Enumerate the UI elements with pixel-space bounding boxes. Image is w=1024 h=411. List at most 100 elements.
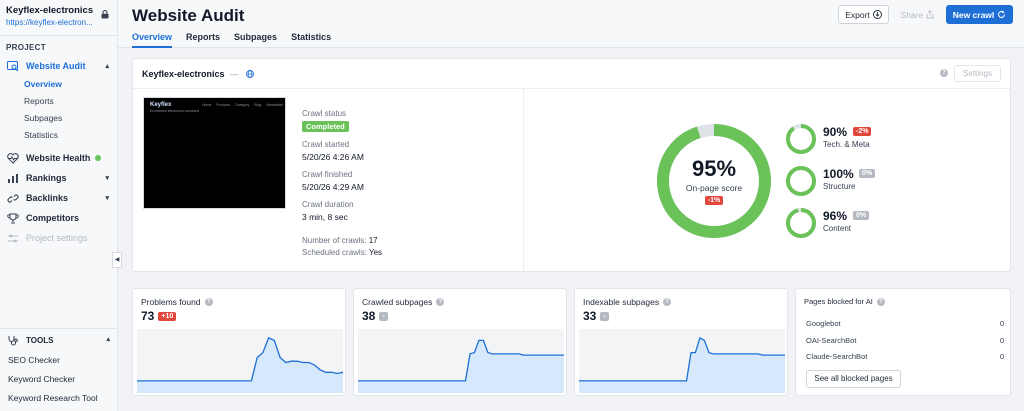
tool-seo-checker[interactable]: SEO Checker	[8, 355, 60, 365]
see-all-blocked-button[interactable]: See all blocked pages	[806, 370, 901, 388]
project-header[interactable]: Keyflex-electronics https://keyflex-elec…	[0, 0, 117, 36]
blocked-row-claude-searchbot: Claude-SearchBot 0	[806, 352, 1004, 361]
thumbnail-menu-item: Products	[216, 103, 231, 107]
globe-icon[interactable]	[245, 69, 254, 78]
score-content[interactable]: 96% 0% Content	[785, 207, 965, 239]
export-button[interactable]: Export	[838, 5, 889, 24]
blocked-title-text: Pages blocked for AI	[804, 297, 873, 306]
scheduled-crawls: Scheduled crawls: Yes	[302, 248, 517, 257]
crawl-status-label: Crawl status	[302, 109, 347, 118]
bar-chart-icon	[6, 172, 20, 184]
indexable-value-row: 33-	[583, 309, 609, 323]
help-icon[interactable]: ?	[940, 69, 948, 77]
sparkline-line	[579, 336, 785, 382]
blocked-row-oai-searchbot: OAI-SearchBot 0	[806, 336, 1004, 345]
problems-change: +10	[158, 311, 177, 321]
help-icon[interactable]: ?	[876, 297, 885, 306]
sidebar-item-project-settings[interactable]: Project settings	[0, 228, 117, 248]
num-crawls-value: 17	[368, 236, 378, 245]
chevron-down-icon[interactable]: ▾	[105, 195, 109, 202]
sidebar-subitem-overview[interactable]: Overview	[24, 79, 62, 89]
tab-overview[interactable]: Overview	[132, 32, 173, 48]
chevron-down-icon[interactable]: ▾	[105, 175, 109, 182]
structure-value: 100%	[823, 167, 854, 181]
crawled-change: -	[379, 311, 388, 321]
export-label: Export	[845, 9, 870, 20]
bot-name: Claude-SearchBot	[806, 352, 868, 361]
sidebar-item-website-health[interactable]: Website Health	[0, 148, 117, 168]
chevron-up-icon[interactable]: ▴	[106, 336, 110, 343]
crawl-duration-value: 3 min, 8 sec	[302, 212, 348, 222]
bot-value: 0	[999, 319, 1004, 328]
content-ring	[786, 208, 816, 238]
problems-value: 73	[141, 309, 155, 323]
score-tech-meta[interactable]: 90% -2% Tech. & Meta	[785, 123, 965, 155]
onpage-score-label: On-page score	[685, 182, 743, 193]
audit-icon	[6, 60, 20, 72]
tech-meta-label: Tech. & Meta	[823, 140, 870, 149]
problems-title-text: Problems found	[141, 297, 201, 307]
thumbnail-tagline: Enchanted electronics solutions	[150, 109, 200, 113]
bot-name: Googlebot	[806, 319, 841, 328]
crawl-duration-label: Crawl duration	[302, 200, 354, 209]
help-icon[interactable]: ?	[204, 298, 213, 306]
project-url[interactable]: https://keyflex-electron...	[6, 18, 93, 27]
sidebar-item-label: Project settings	[26, 233, 88, 243]
section-label-project: PROJECT	[6, 43, 46, 52]
tools-header[interactable]: TOOLS ▴	[0, 329, 118, 351]
tab-statistics[interactable]: Statistics	[291, 32, 332, 42]
help-icon[interactable]: ?	[663, 298, 672, 306]
chevron-up-icon[interactable]: ▴	[105, 63, 109, 70]
settings-button[interactable]: Settings	[954, 65, 1001, 82]
crawl-finished-value: 5/20/26 4:29 AM	[302, 182, 364, 192]
sidebar-subitem-statistics[interactable]: Statistics	[24, 130, 59, 140]
sidebar-item-label: Backlinks	[26, 193, 69, 203]
tab-reports[interactable]: Reports	[186, 32, 221, 42]
indexable-subpages-card[interactable]: Indexable subpages? 33-	[574, 288, 788, 396]
sparkline-area	[358, 340, 564, 393]
crawl-started-label: Crawl started	[302, 140, 350, 149]
thumbnail-menu-item: Blog	[254, 103, 262, 107]
sparkline-line	[358, 339, 564, 382]
onpage-score[interactable]: 95% On-page score -1%	[655, 122, 773, 240]
crawled-value-row: 38-	[362, 309, 388, 323]
sidebar-item-rankings[interactable]: Rankings ▾	[0, 168, 117, 188]
tool-keyword-research[interactable]: Keyword Research Tool	[8, 393, 98, 403]
divider	[523, 89, 524, 272]
problems-title: Problems found?	[141, 297, 213, 307]
tab-bar: Overview Reports Subpages Statistics	[132, 32, 345, 48]
score-structure[interactable]: 100% 0% Structure	[785, 165, 965, 197]
tech-meta-change: -2%	[853, 127, 872, 136]
tool-keyword-checker[interactable]: Keyword Checker	[8, 374, 76, 384]
share-button[interactable]: Share	[895, 5, 940, 24]
domain-name: Keyflex-electronics	[142, 68, 225, 79]
crawled-value: 38	[362, 309, 376, 323]
sidebar-item-label: Website Audit	[26, 61, 86, 71]
thumbnail-brand: Keyflex	[150, 102, 172, 108]
new-crawl-button[interactable]: New crawl	[946, 5, 1013, 24]
sidebar-subitem-reports[interactable]: Reports	[24, 96, 54, 106]
sidebar-item-label: Website Health	[26, 153, 91, 163]
tech-meta-value: 90%	[823, 125, 848, 139]
scheduled-value: Yes	[369, 248, 383, 257]
sidebar-item-backlinks[interactable]: Backlinks ▾	[0, 188, 117, 208]
onpage-score-change: -1%	[704, 195, 724, 205]
crawled-title-text: Crawled subpages	[362, 297, 433, 307]
tools-section: TOOLS ▴ SEO Checker Keyword Checker Keyw…	[0, 328, 118, 408]
collapse-sidebar-button[interactable]: ◀	[112, 252, 122, 268]
help-icon[interactable]: ?	[436, 298, 445, 306]
sidebar-subitem-subpages[interactable]: Subpages	[24, 113, 63, 123]
sidebar-item-competitors[interactable]: Competitors	[0, 208, 117, 228]
site-thumbnail[interactable]: Keyflex Home Products Category Blog News…	[143, 97, 286, 209]
trophy-icon	[6, 212, 20, 224]
bot-value: 0	[999, 336, 1004, 345]
crawled-title: Crawled subpages?	[362, 297, 445, 307]
problems-found-card[interactable]: Problems found? 73 +10	[132, 288, 346, 396]
sidebar-item-label: Competitors	[26, 213, 80, 223]
crawled-subpages-card[interactable]: Crawled subpages? 38-	[353, 288, 567, 396]
crawl-info: Crawl status Completed Crawl started 5/2…	[302, 109, 517, 257]
sidebar-item-website-audit[interactable]: Website Audit ▴	[0, 56, 117, 76]
scheduled-label: Scheduled crawls:	[302, 248, 367, 257]
tab-subpages[interactable]: Subpages	[234, 32, 278, 42]
content-label: Content	[823, 224, 852, 233]
